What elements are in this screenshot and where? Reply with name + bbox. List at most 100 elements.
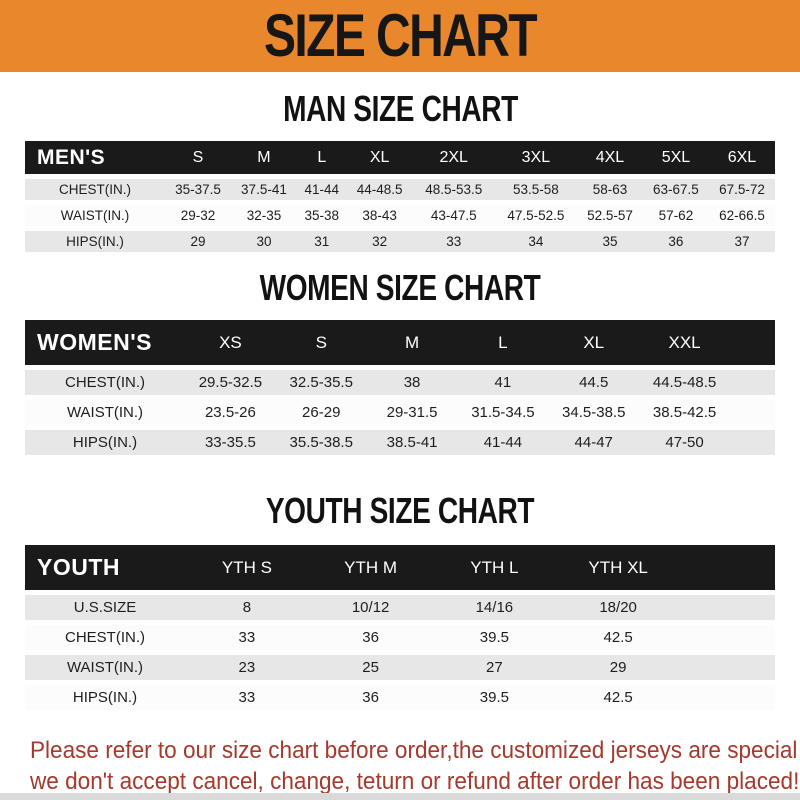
size-cell: 38.5-42.5 [639, 400, 730, 425]
table-row: CHEST(IN.) 35-37.5 37.5-41 41-44 44-48.5 48.5… [25, 179, 775, 200]
section-heading-men: MAN SIZE CHART [0, 88, 800, 130]
size-chart-banner: SIZE CHART [0, 0, 800, 72]
column-header: M [230, 141, 297, 174]
size-cell: 35 [576, 231, 643, 252]
size-cell: 43-47.5 [412, 205, 495, 226]
size-cell: 29-31.5 [366, 400, 458, 425]
column-header: 3XL [494, 141, 577, 174]
section-heading-text: MAN SIZE CHART [282, 88, 518, 129]
table-row: WAIST(IN.) 23 25 27 29 [25, 655, 775, 680]
size-cell: 32.5-35.5 [275, 370, 367, 395]
size-cell: 29-32 [165, 205, 231, 226]
size-cell: 29 [556, 655, 680, 680]
row-spacer [730, 400, 775, 425]
size-cell: 8 [185, 595, 309, 620]
size-cell: 32-35 [230, 205, 297, 226]
column-header: YTH S [185, 545, 309, 590]
table-row: CHEST(IN.) 29.5-32.5 32.5-35.5 38 41 44.5 44.5… [25, 370, 775, 395]
size-cell: 23.5-26 [185, 400, 276, 425]
size-cell: 38 [366, 370, 458, 395]
size-chart-section-youth: YOUTH SIZE CHART YOUTH YTH S YTH M YTH L YTH … [0, 490, 800, 715]
page-title: SIZE CHART [0, 0, 800, 72]
size-cell: 25 [308, 655, 433, 680]
section-heading-youth: YOUTH SIZE CHART [0, 490, 800, 532]
size-cell: 38.5-41 [366, 430, 458, 455]
row-label: HIPS(IN.) [25, 430, 185, 455]
column-header: L [457, 320, 549, 365]
size-cell: 44.5-48.5 [639, 370, 730, 395]
size-cell: 34 [494, 231, 577, 252]
size-cell: 34.5-38.5 [548, 400, 640, 425]
size-cell: 33 [412, 231, 495, 252]
size-cell: 14/16 [432, 595, 557, 620]
table-row: HIPS(IN.) 29 30 31 32 33 34 35 36 37 [25, 231, 775, 252]
column-header: M [366, 320, 458, 365]
row-label: WAIST(IN.) [25, 655, 185, 680]
header-spacer [730, 320, 775, 365]
size-cell: 35.5-38.5 [275, 430, 367, 455]
size-cell: 52.5-57 [576, 205, 643, 226]
size-cell: 26-29 [275, 400, 367, 425]
size-cell: 33-35.5 [185, 430, 276, 455]
size-cell: 44-48.5 [346, 179, 413, 200]
row-spacer [680, 625, 775, 650]
size-cell: 38-43 [346, 205, 413, 226]
size-cell: 23 [185, 655, 309, 680]
table-row: WAIST(IN.) 23.5-26 26-29 29-31.5 31.5-34.5 34… [25, 400, 775, 425]
size-cell: 36 [308, 685, 433, 710]
column-header: XL [346, 141, 413, 174]
size-cell: 35-38 [296, 205, 347, 226]
column-header: S [275, 320, 367, 365]
row-label: CHEST(IN.) [25, 179, 165, 200]
size-cell: 10/12 [308, 595, 433, 620]
size-cell: 41-44 [296, 179, 347, 200]
section-heading-women: WOMEN SIZE CHART [0, 267, 800, 309]
size-cell: 18/20 [556, 595, 680, 620]
table-row: CHEST(IN.) 33 36 39.5 42.5 [25, 625, 775, 650]
header-row: YOUTH YTH S YTH M YTH L YTH XL [25, 545, 775, 590]
size-cell: 37.5-41 [230, 179, 297, 200]
size-cell: 57-62 [642, 205, 709, 226]
size-cell: 47.5-52.5 [494, 205, 577, 226]
size-cell: 39.5 [432, 685, 557, 710]
size-cell: 30 [230, 231, 297, 252]
table-row: HIPS(IN.) 33-35.5 35.5-38.5 38.5-41 41-44 44-… [25, 430, 775, 455]
size-cell: 41-44 [457, 430, 549, 455]
row-spacer [730, 430, 775, 455]
section-heading-text: WOMEN SIZE CHART [259, 267, 541, 308]
column-header: YTH XL [556, 545, 680, 590]
size-cell: 31.5-34.5 [457, 400, 549, 425]
header-spacer [680, 545, 775, 590]
size-cell: 29.5-32.5 [185, 370, 276, 395]
size-cell: 41 [457, 370, 549, 395]
size-cell: 67.5-72 [708, 179, 775, 200]
disclaimer-line-2: we don't accept cancel, change, teturn o… [30, 768, 800, 795]
table-row: U.S.SIZE 8 10/12 14/16 18/20 [25, 595, 775, 620]
size-cell: 42.5 [556, 685, 680, 710]
size-cell: 33 [185, 625, 309, 650]
size-cell: 44.5 [548, 370, 640, 395]
size-cell: 27 [432, 655, 557, 680]
size-cell: 44-47 [548, 430, 640, 455]
section-heading-text: YOUTH SIZE CHART [265, 490, 535, 531]
size-table-men: MEN'S S M L XL 2XL 3XL 4XL 5XL 6XL CHEST(IN.) 35-37… [25, 136, 775, 257]
column-header: XXL [639, 320, 730, 365]
size-cell: 42.5 [556, 625, 680, 650]
column-header: L [296, 141, 347, 174]
row-spacer [730, 370, 775, 395]
row-label: CHEST(IN.) [25, 625, 185, 650]
header-row: MEN'S S M L XL 2XL 3XL 4XL 5XL 6XL [25, 141, 775, 174]
column-header: S [165, 141, 231, 174]
table-corner-label: YOUTH [25, 545, 185, 590]
row-label: U.S.SIZE [25, 595, 185, 620]
size-cell: 62-66.5 [708, 205, 775, 226]
size-chart-section-women: WOMEN SIZE CHART WOMEN'S XS S M L XL XXL CHEST(I… [0, 267, 800, 460]
size-cell: 63-67.5 [642, 179, 709, 200]
column-header: YTH M [308, 545, 433, 590]
row-label: HIPS(IN.) [25, 231, 165, 252]
column-header: 5XL [642, 141, 709, 174]
table-row: HIPS(IN.) 33 36 39.5 42.5 [25, 685, 775, 710]
size-chart-section-men: MAN SIZE CHART MEN'S S M L XL 2XL 3XL 4XL 5XL 6XL C… [0, 88, 800, 257]
size-cell: 35-37.5 [165, 179, 231, 200]
size-cell: 36 [308, 625, 433, 650]
